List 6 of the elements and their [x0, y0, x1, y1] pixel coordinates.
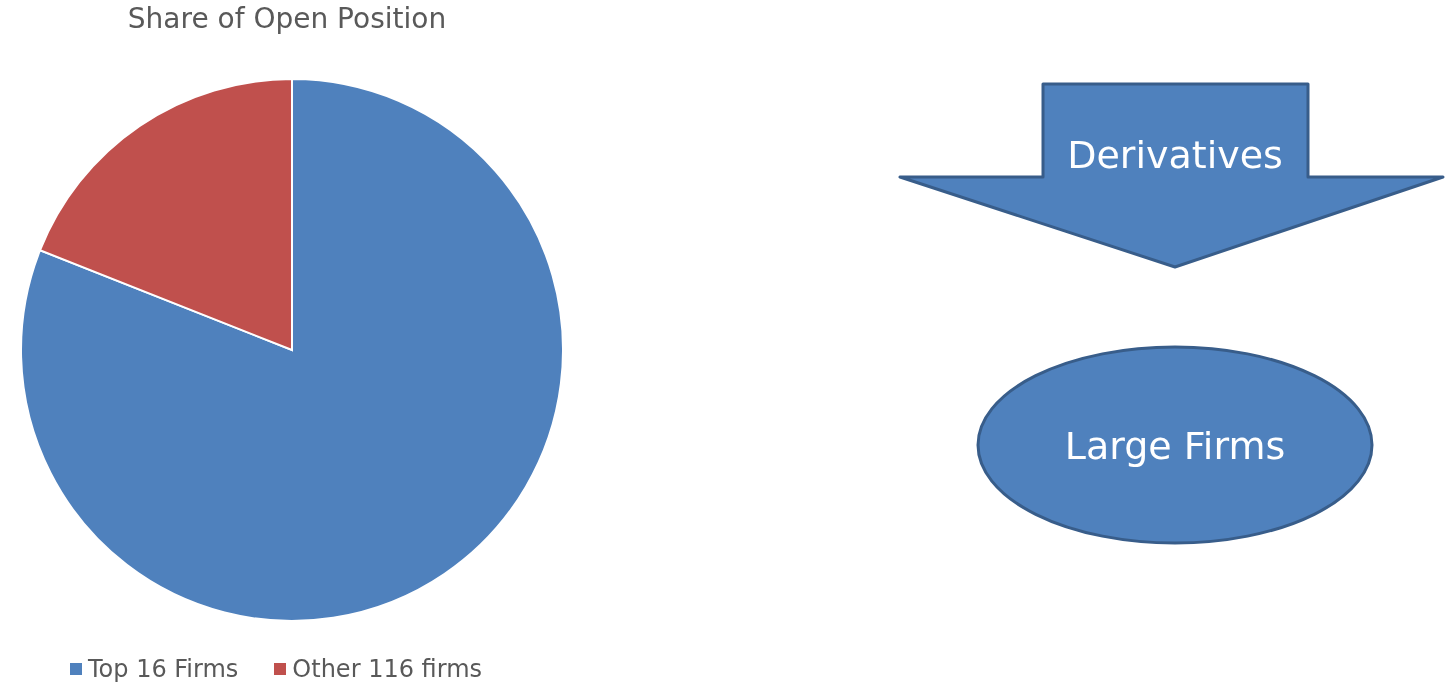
pie-slice [20, 78, 564, 622]
text: Large Firms [1064, 424, 1286, 468]
legend-label: Other 116 firms [292, 655, 483, 683]
legend-label: Top 16 Firms [88, 655, 239, 683]
chart-title: Share of Open Position [126, 2, 448, 35]
text: Derivatives [1067, 133, 1283, 177]
